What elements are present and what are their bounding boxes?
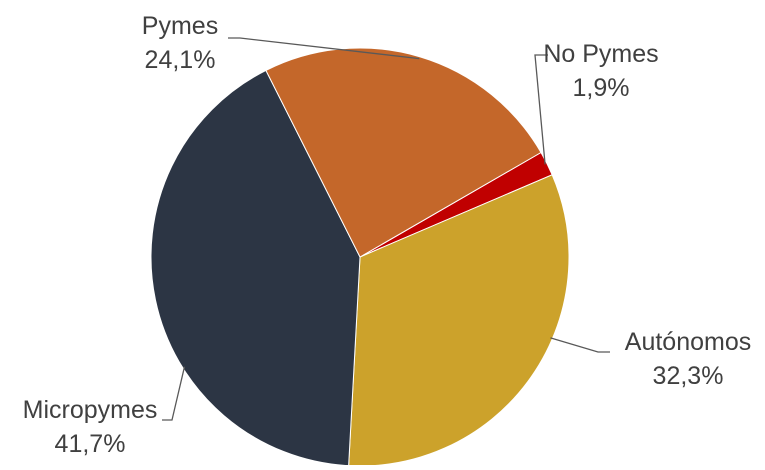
pie-slice-pymes (265, 47, 542, 258)
leader-lines (162, 37, 610, 421)
slice-label-micropymes: Micropymes 41,7% (23, 396, 158, 458)
pie-slices (150, 47, 570, 467)
leader-line-autonomos (550, 337, 610, 353)
slice-value-pymes: 24,1% (145, 46, 216, 74)
slice-label-no-pymes: No Pymes 1,9% (543, 40, 658, 102)
slice-value-micropymes: 41,7% (55, 430, 126, 458)
slice-name-pymes: Pymes (142, 12, 218, 40)
pie-slice-autonomos (348, 174, 570, 467)
slice-name-autonomos: Autónomos (625, 328, 751, 356)
slice-name-no-pymes: No Pymes (543, 40, 658, 68)
leader-line-no-pymes (534, 54, 548, 165)
slice-label-pymes: Pymes 24,1% (142, 12, 218, 74)
slice-name-micropymes: Micropymes (23, 396, 158, 424)
leader-line-pymes (228, 37, 420, 60)
slice-value-no-pymes: 1,9% (573, 74, 630, 102)
slice-label-autonomos: Autónomos 32,3% (625, 328, 751, 390)
pie-slice-micropymes (150, 69, 361, 467)
slice-value-autonomos: 32,3% (653, 362, 724, 390)
leader-line-micropymes (162, 366, 186, 421)
